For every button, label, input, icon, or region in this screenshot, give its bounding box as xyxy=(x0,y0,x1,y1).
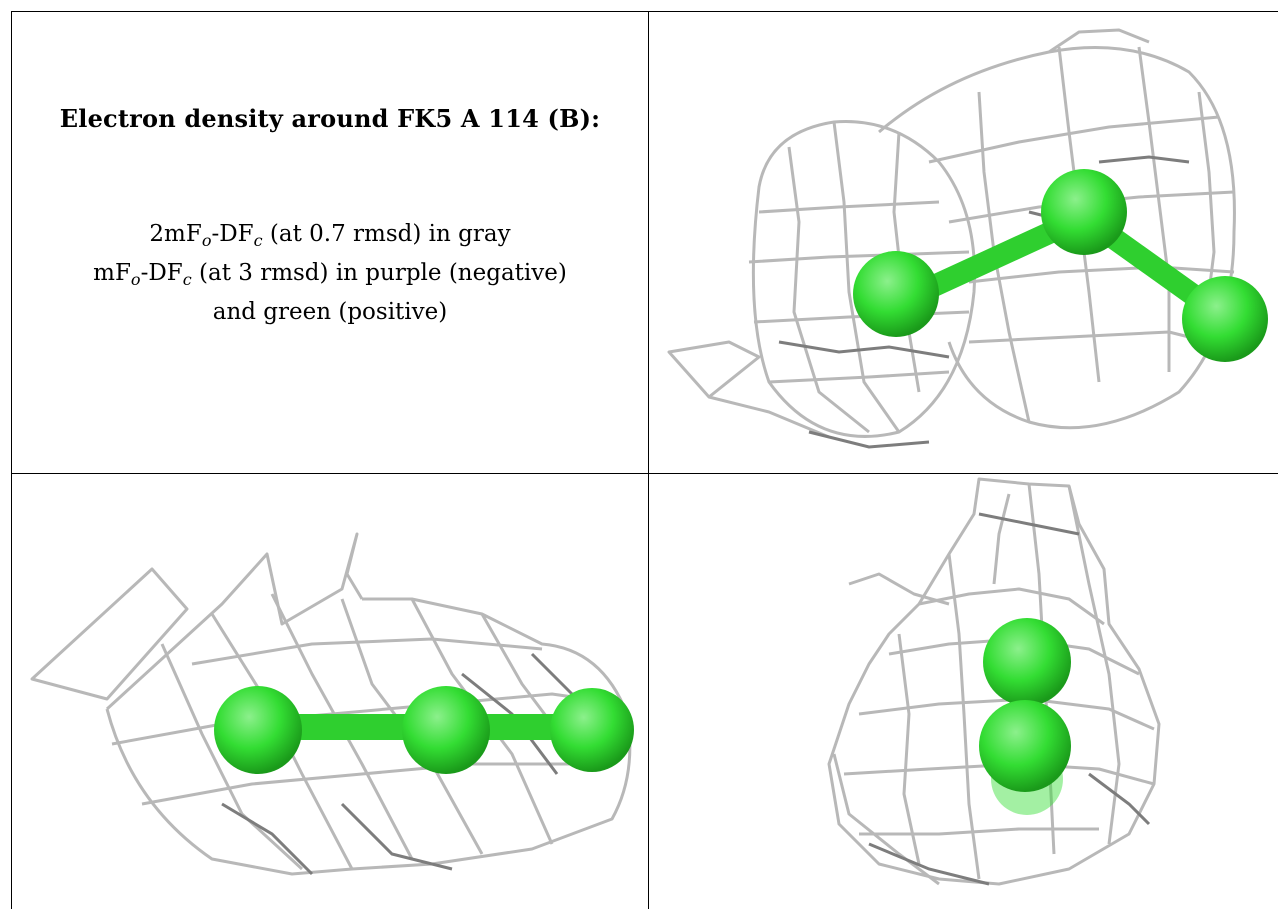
density-view-bottom-left xyxy=(12,474,648,909)
legend-text: -DF xyxy=(140,260,183,286)
density-mesh xyxy=(30,532,632,876)
atom-sphere xyxy=(214,686,302,774)
atom-sphere xyxy=(979,700,1071,792)
density-mesh-shadow xyxy=(778,155,1190,449)
legend-subscript: c xyxy=(253,231,263,250)
legend-text: mF xyxy=(93,260,131,286)
table-border-top xyxy=(11,11,1278,12)
density-mesh xyxy=(827,477,1161,886)
legend-text: 2mF xyxy=(149,221,202,247)
legend-text: (at 3 rmsd) in purple (negative) xyxy=(191,260,567,286)
atom-sphere xyxy=(550,688,634,772)
density-view-top-right xyxy=(649,12,1278,473)
atom-model xyxy=(214,686,634,774)
legend-line-2fo-fc: 2mFo-DFc (at 0.7 rmsd) in gray xyxy=(12,215,648,254)
page-title: Electron density around FK5 A 114 (B): xyxy=(59,104,601,133)
density-view-bottom-right xyxy=(649,474,1278,909)
table-divider-horizontal xyxy=(11,473,1278,474)
legend-text: (at 0.7 rmsd) in gray xyxy=(262,221,511,247)
atom-sphere xyxy=(983,618,1071,706)
atom-sphere xyxy=(1182,276,1268,362)
atom-sphere xyxy=(402,686,490,774)
legend-line-fo-fc: mFo-DFc (at 3 rmsd) in purple (negative) xyxy=(12,254,648,293)
table-border-left xyxy=(11,11,12,909)
atom-sphere xyxy=(853,251,939,337)
caption-cell: Electron density around FK5 A 114 (B): 2… xyxy=(12,12,648,473)
density-mesh-shadow xyxy=(868,512,1151,886)
density-mesh-image xyxy=(827,477,1161,886)
density-mesh-image xyxy=(30,532,634,876)
atom-model xyxy=(853,169,1268,362)
table-divider-vertical xyxy=(648,11,649,909)
legend-subscript: o xyxy=(130,270,141,289)
density-mesh-image xyxy=(667,28,1268,449)
atom-model xyxy=(979,618,1071,815)
legend-text: -DF xyxy=(211,221,254,247)
atom-sphere xyxy=(1041,169,1127,255)
map-legend: 2mFo-DFc (at 0.7 rmsd) in gray mFo-DFc (… xyxy=(12,215,648,332)
legend-subscript: c xyxy=(182,270,192,289)
legend-line-colors: and green (positive) xyxy=(212,299,448,325)
legend-subscript: o xyxy=(201,231,212,250)
density-mesh xyxy=(667,28,1236,439)
